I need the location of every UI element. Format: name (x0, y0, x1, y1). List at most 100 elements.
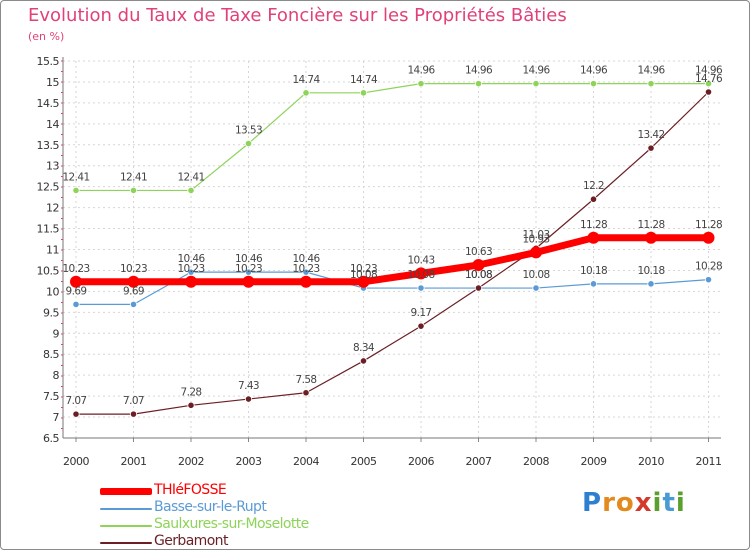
y-tick-label: 8 (53, 369, 60, 382)
data-point (302, 89, 310, 97)
y-tick-label: 10.5 (37, 264, 60, 277)
brand-letter: i (675, 488, 686, 518)
brand-letter: t (662, 488, 676, 518)
data-point (645, 231, 657, 244)
data-label: 12.2 (583, 180, 604, 192)
data-label: 10.08 (465, 269, 492, 281)
data-point (357, 275, 370, 288)
data-label: 10.23 (235, 263, 262, 275)
brand-letter: x (634, 488, 653, 518)
y-tick-label: 11.5 (37, 223, 60, 236)
data-point (302, 389, 310, 397)
data-point (647, 80, 655, 88)
data-point (530, 246, 542, 259)
data-point (187, 186, 195, 195)
y-tick-label: 7.5 (43, 390, 59, 403)
data-point (129, 410, 138, 418)
x-tick-label: 2006 (408, 455, 434, 468)
data-point (187, 401, 195, 409)
x-tick-label: 2005 (351, 455, 377, 468)
data-label: 14.96 (522, 65, 550, 77)
data-label: 10.18 (637, 265, 664, 277)
data-label: 8.34 (353, 342, 375, 354)
data-label: 14.96 (580, 65, 608, 77)
data-label: 13.53 (235, 125, 262, 137)
x-tick-label: 2003 (236, 455, 262, 468)
data-point (704, 276, 713, 284)
data-point (185, 275, 197, 288)
y-tick-label: 13.5 (37, 139, 60, 152)
data-label: 14.96 (407, 65, 435, 77)
data-label: 10.93 (522, 233, 549, 245)
data-point (129, 300, 138, 308)
legend-swatch (100, 488, 152, 495)
data-point (532, 284, 540, 292)
data-point (300, 275, 312, 288)
data-label: 10.46 (177, 253, 205, 265)
x-tick-label: 2001 (121, 455, 147, 468)
data-point (474, 80, 483, 88)
data-point (589, 195, 598, 203)
series-line (75, 83, 710, 192)
brand-letter: i (652, 488, 663, 518)
data-label: 10.23 (292, 263, 319, 275)
data-point (417, 284, 425, 292)
y-tick-label: 14 (46, 118, 59, 131)
data-label: 11.28 (637, 219, 664, 231)
data-point (589, 280, 598, 288)
data-label: 7.28 (181, 386, 202, 398)
x-tick-label: 2008 (523, 455, 549, 468)
data-label: 10.08 (407, 269, 434, 281)
data-label: 10.28 (695, 261, 722, 273)
brand-letter: o (615, 488, 635, 518)
data-label: 7.58 (296, 374, 317, 386)
data-label: 12.41 (120, 171, 147, 183)
y-tick-label: 6.5 (43, 432, 59, 445)
data-label: 10.23 (120, 263, 147, 275)
y-tick-label: 8.5 (43, 348, 59, 361)
data-label: 10.18 (580, 265, 607, 277)
series-line (72, 234, 712, 286)
data-label: 10.23 (350, 263, 377, 275)
data-point (72, 410, 80, 418)
y-tick-label: 15.5 (37, 55, 60, 68)
y-tick-label: 13 (46, 160, 59, 173)
legend-swatch (100, 508, 152, 510)
data-point (302, 268, 310, 276)
data-point (242, 275, 255, 288)
data-label: 10.08 (522, 269, 549, 281)
x-tick-label: 2002 (178, 455, 204, 468)
legend-label: Saulxures-sur-Moselotte (154, 516, 309, 532)
data-point (472, 258, 485, 271)
data-label: 10.23 (62, 263, 89, 275)
y-tick-label: 10 (46, 285, 59, 298)
data-label: 11.28 (695, 219, 722, 231)
data-label: 12.41 (177, 171, 204, 183)
data-label: 11.28 (580, 219, 607, 231)
data-label: 10.08 (350, 269, 377, 281)
data-label: 10.46 (235, 253, 263, 265)
y-tick-label: 9.5 (43, 306, 59, 319)
data-label: 9.69 (123, 285, 144, 297)
y-tick-label: 7 (53, 411, 60, 424)
chart-title: Evolution du Taux de Taxe Foncière sur l… (28, 5, 567, 26)
x-tick-label: 2007 (466, 455, 492, 468)
brand-letter: P (582, 488, 603, 518)
x-tick-label: 2010 (638, 455, 664, 468)
data-label: 13.42 (637, 129, 664, 141)
data-label: 9.69 (66, 285, 87, 297)
data-label: 14.76 (695, 73, 723, 85)
data-point (70, 275, 82, 288)
plot-area (63, 61, 721, 438)
x-tick-label: 2000 (63, 455, 89, 468)
series-line (75, 91, 710, 415)
data-point (359, 357, 368, 365)
series-line (75, 271, 710, 305)
data-label: 7.07 (66, 395, 87, 407)
data-label: 14.74 (292, 74, 320, 86)
data-label: 10.46 (292, 253, 320, 265)
y-tick-label: 12.5 (37, 181, 60, 194)
data-point (474, 284, 483, 292)
data-label: 12.41 (62, 171, 89, 183)
unit-label: (en %) (28, 30, 65, 43)
